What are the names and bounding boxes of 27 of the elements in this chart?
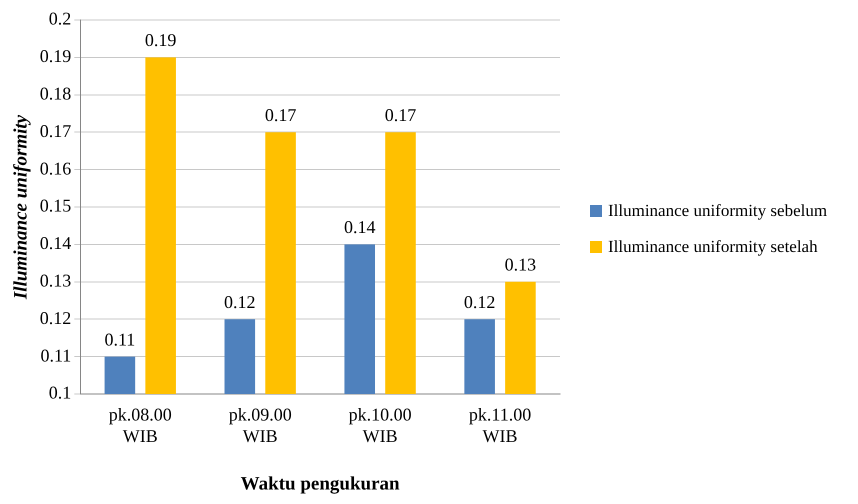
y-tick-label: 0.1 (48, 382, 72, 403)
y-axis-title: Illuminance uniformity (10, 114, 32, 300)
x-axis-title: Waktu pengukuran (240, 474, 400, 495)
data-label: 0.12 (464, 292, 496, 312)
data-label: 0.17 (384, 104, 416, 125)
y-tick-label: 0.15 (40, 196, 72, 216)
x-tick-label: pk.10.00 WIB (348, 404, 412, 446)
y-tick-label: 0.12 (40, 308, 72, 328)
data-label: 0.17 (264, 104, 296, 125)
x-tick-label: pk.11.00 WIB (468, 404, 532, 446)
y-tick-label: 0.18 (40, 84, 72, 104)
y-tick-label: 0.19 (40, 46, 72, 66)
y-tick-label: 0.11 (40, 345, 72, 366)
data-label: 0.19 (144, 30, 176, 50)
data-label: 0.14 (344, 217, 376, 238)
y-tick-label: 0.16 (40, 158, 72, 178)
y-tick-label: 0.17 (40, 120, 72, 141)
legend-label: Illuminance uniformity setelah (608, 236, 819, 258)
legend-label: Illuminance uniformity sebelum (608, 200, 828, 222)
data-label: 0.11 (104, 329, 136, 350)
x-tick-label: pk.09.00 WIB (228, 404, 292, 446)
data-label: 0.12 (224, 292, 256, 312)
y-tick-label: 0.13 (40, 270, 72, 291)
y-tick-label: 0.14 (40, 233, 72, 254)
y-tick-label: 0.2 (48, 8, 72, 29)
x-tick-label: pk.08.00 WIB (108, 404, 172, 446)
data-label: 0.13 (504, 254, 536, 275)
